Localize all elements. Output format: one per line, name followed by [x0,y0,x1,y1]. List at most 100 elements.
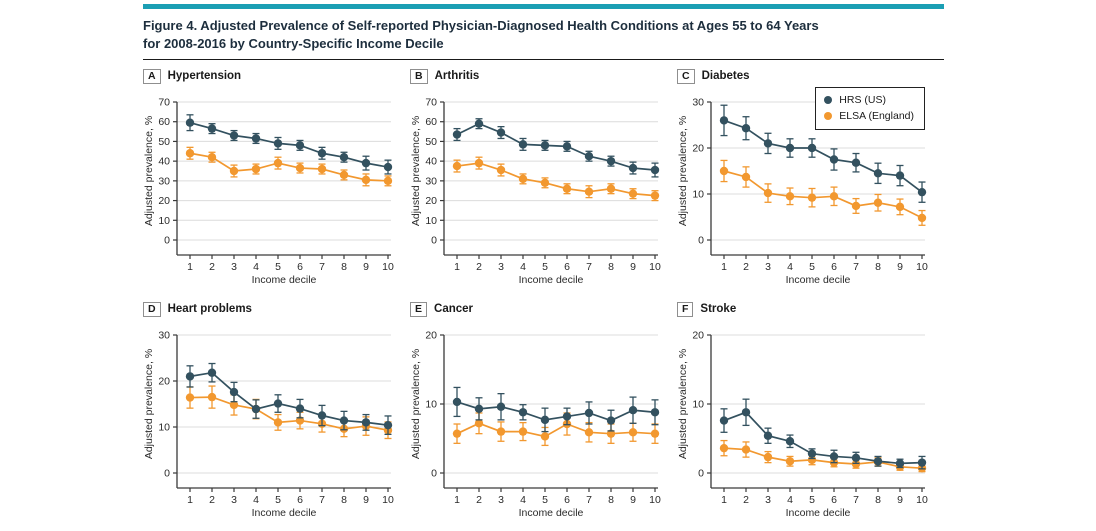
legend-item-hrs: HRS (US) [824,92,914,108]
legend: HRS (US) ELSA (England) [815,87,925,131]
panel-arthritis: B Arthritis 0 10 20 30 40 50 60 70 1 2 3 4 5 6 7 8 9 10 In… [410,66,677,285]
svg-text:Income decile: Income decile [519,507,584,518]
panel-title: Cancer [434,303,474,316]
svg-text:2: 2 [209,261,215,273]
svg-text:10: 10 [425,399,437,411]
svg-text:10: 10 [916,261,928,273]
svg-text:Income decile: Income decile [252,507,317,518]
svg-text:1: 1 [721,261,727,273]
hypertension-chart: 0 10 20 30 40 50 60 70 1 2 3 4 5 6 7 8 9 10 Income decile A… [143,97,394,286]
svg-text:9: 9 [630,494,636,506]
accent-bar [143,4,944,9]
svg-text:6: 6 [831,494,837,506]
svg-text:30: 30 [158,330,170,342]
panel-header: D Heart problems [143,299,410,319]
svg-text:10: 10 [425,215,437,227]
svg-text:10: 10 [382,261,394,273]
svg-text:30: 30 [158,175,170,187]
panel-title: Hypertension [167,70,242,83]
svg-text:8: 8 [608,494,614,506]
legend-item-elsa: ELSA (England) [824,108,914,124]
svg-text:50: 50 [425,136,437,148]
svg-text:Adjusted prevalence, %: Adjusted prevalence, % [143,349,155,459]
svg-text:20: 20 [692,143,704,155]
svg-text:3: 3 [498,494,504,506]
figure-title-line1: Figure 4. Adjusted Prevalence of Self-re… [143,18,819,33]
svg-text:4: 4 [253,494,259,506]
panel-letter-badge: E [410,301,428,317]
svg-text:4: 4 [520,494,526,506]
svg-text:2: 2 [743,261,749,273]
panel-header: B Arthritis [410,66,677,86]
svg-text:20: 20 [158,195,170,207]
arthritis-chart: 0 10 20 30 40 50 60 70 1 2 3 4 5 6 7 8 9 10 Income decile A… [410,97,661,286]
svg-text:60: 60 [158,116,170,128]
stroke-chart: 0 10 20 1 2 3 4 5 6 7 8 9 10 Income decile Adjusted pr… [677,330,928,519]
svg-text:2: 2 [209,494,215,506]
panel-header: C Diabetes [677,66,944,86]
panel-hypertension: A Hypertension 0 10 20 30 40 50 60 70 1 2 3 4 5 6 7 8 9 1… [143,66,410,285]
svg-text:0: 0 [431,468,437,480]
svg-text:0: 0 [164,235,170,247]
elsa-legend-marker-icon [824,112,833,121]
legend-label-hrs: HRS (US) [839,94,886,107]
svg-text:Income decile: Income decile [519,274,584,285]
panel-heart-problems: D Heart problems 0 10 20 30 1 2 3 4 5 6 7 8 9 10 Incom… [143,299,410,518]
svg-text:Income decile: Income decile [252,274,317,285]
heart-problems-chart: 0 10 20 30 1 2 3 4 5 6 7 8 9 10 Income decile Adjusted … [143,330,394,519]
panel-header: F Stroke [677,299,944,319]
svg-text:5: 5 [809,494,815,506]
title-divider [143,59,944,61]
svg-text:3: 3 [498,261,504,273]
hrs-legend-marker-icon [824,96,833,105]
svg-text:9: 9 [897,261,903,273]
svg-text:4: 4 [787,261,793,273]
svg-text:6: 6 [564,494,570,506]
panel-title: Arthritis [434,70,480,83]
svg-text:40: 40 [158,156,170,168]
panel-stroke: F Stroke 0 10 20 1 2 3 4 5 6 7 8 9 10 Income decile Ad… [677,299,944,518]
svg-text:0: 0 [431,235,437,247]
legend-label-elsa: ELSA (England) [839,110,914,123]
svg-text:8: 8 [875,494,881,506]
svg-text:6: 6 [564,261,570,273]
svg-text:10: 10 [649,494,661,506]
svg-text:10: 10 [916,494,928,506]
svg-text:40: 40 [425,156,437,168]
svg-text:0: 0 [698,235,704,247]
svg-text:3: 3 [765,261,771,273]
svg-text:60: 60 [425,116,437,128]
svg-text:9: 9 [630,261,636,273]
svg-text:10: 10 [158,422,170,434]
svg-text:4: 4 [520,261,526,273]
svg-text:Adjusted prevalence, %: Adjusted prevalence, % [143,116,155,226]
svg-text:3: 3 [765,494,771,506]
svg-text:6: 6 [297,261,303,273]
svg-text:3: 3 [231,261,237,273]
panel-title: Diabetes [701,70,750,83]
svg-text:10: 10 [692,399,704,411]
svg-text:6: 6 [831,261,837,273]
svg-text:10: 10 [158,215,170,227]
svg-text:Adjusted prevalence, %: Adjusted prevalence, % [677,349,689,459]
svg-text:20: 20 [425,195,437,207]
svg-text:50: 50 [158,136,170,148]
svg-text:1: 1 [721,494,727,506]
svg-text:10: 10 [692,189,704,201]
svg-text:5: 5 [275,261,281,273]
svg-text:4: 4 [253,261,259,273]
panel-grid: A Hypertension 0 10 20 30 40 50 60 70 1 2 3 4 5 6 7 8 9 1… [143,66,944,518]
panel-title: Stroke [700,303,737,316]
svg-text:70: 70 [158,97,170,109]
panel-letter-badge: F [677,301,694,317]
svg-text:Adjusted prevalence, %: Adjusted prevalence, % [410,116,422,226]
svg-text:1: 1 [454,261,460,273]
svg-text:Adjusted prevalence, %: Adjusted prevalence, % [410,349,422,459]
panel-letter-badge: B [410,68,428,84]
svg-text:10: 10 [649,261,661,273]
svg-text:7: 7 [319,261,325,273]
svg-text:9: 9 [363,261,369,273]
panel-cancer: E Cancer 0 10 20 1 2 3 4 5 6 7 8 9 10 Income decile Ad… [410,299,677,518]
svg-text:3: 3 [231,494,237,506]
svg-text:8: 8 [608,261,614,273]
